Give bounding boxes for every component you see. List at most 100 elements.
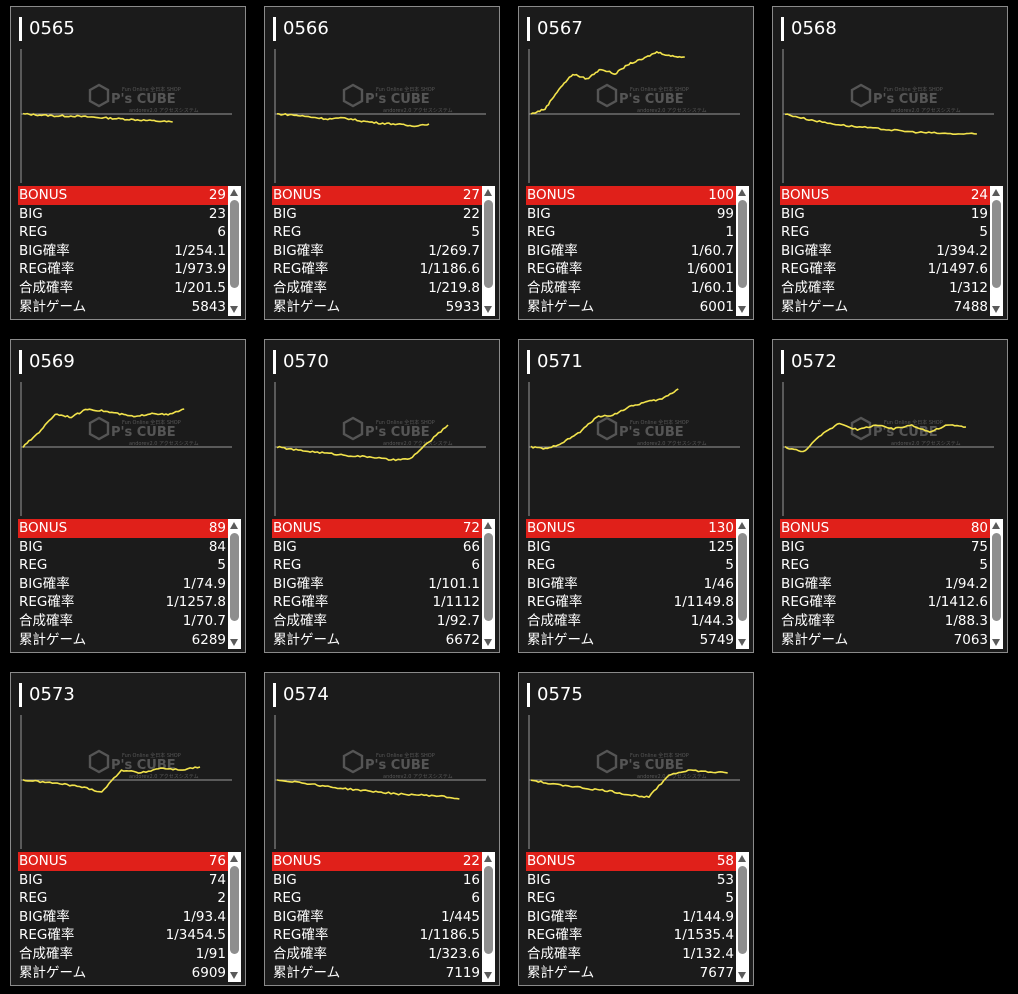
reg-rate-row: REG確率 1/1497.6: [780, 260, 990, 279]
scroll-down-arrow-icon[interactable]: [992, 639, 1000, 646]
watermark-top-text: Fun Online 全日本 SHOP: [376, 752, 435, 759]
scroll-up-arrow-icon[interactable]: [738, 189, 746, 196]
bonus-row: BONUS 22: [272, 852, 482, 871]
big-rate-value: 1/94.2: [944, 575, 988, 592]
scroll-down-arrow-icon[interactable]: [230, 972, 238, 979]
stats-scrollbar[interactable]: [990, 186, 1003, 316]
machine-card[interactable]: 0575 Fun Online 全日本 SHOP P's CUBE andorev2…: [518, 672, 754, 986]
stats-scrollbar[interactable]: [228, 852, 241, 982]
scroll-down-arrow-icon[interactable]: [484, 639, 492, 646]
combined-rate-label: 合成確率: [273, 945, 327, 962]
stats-scrollbar[interactable]: [228, 519, 241, 649]
machine-card[interactable]: 0567 Fun Online 全日本 SHOP P's CUBE andorev2…: [518, 6, 754, 320]
machine-number: 0575: [527, 683, 583, 707]
stats-scrollbar[interactable]: [482, 186, 495, 316]
total-games-value: 5843: [191, 298, 226, 315]
bonus-value: 100: [708, 187, 734, 203]
scroll-up-arrow-icon[interactable]: [992, 189, 1000, 196]
watermark-bottom-text: andorev2.0 アクセスシステム: [129, 441, 199, 447]
scroll-down-arrow-icon[interactable]: [484, 306, 492, 313]
combined-rate-value: 1/92.7: [436, 612, 480, 629]
watermark-bottom-text: andorev2.0 アクセスシステム: [129, 774, 199, 780]
scroll-up-arrow-icon[interactable]: [230, 189, 238, 196]
big-rate-row: BIG確率 1/445: [272, 908, 482, 927]
scroll-up-arrow-icon[interactable]: [738, 855, 746, 862]
scroll-down-arrow-icon[interactable]: [738, 639, 746, 646]
stats-scrollbar[interactable]: [736, 186, 749, 316]
reg-rate-label: REG確率: [19, 261, 75, 278]
bonus-row: BONUS 27: [272, 186, 482, 205]
scroll-down-arrow-icon[interactable]: [738, 306, 746, 313]
machine-card[interactable]: 0565 Fun Online 全日本 SHOP P's CUBE andorev2…: [10, 6, 246, 320]
bonus-value: 58: [716, 853, 734, 869]
machine-card[interactable]: 0568 Fun Online 全日本 SHOP P's CUBE andorev2…: [772, 6, 1008, 320]
scroll-thumb[interactable]: [230, 866, 239, 954]
big-rate-row: BIG確率 1/60.7: [526, 242, 736, 261]
scroll-up-arrow-icon[interactable]: [738, 522, 746, 529]
reg-rate-label: REG確率: [527, 261, 583, 278]
scroll-up-arrow-icon[interactable]: [484, 855, 492, 862]
scroll-up-arrow-icon[interactable]: [992, 522, 1000, 529]
bonus-label: BONUS: [527, 187, 576, 203]
scroll-down-arrow-icon[interactable]: [230, 639, 238, 646]
stats-scrollbar[interactable]: [482, 852, 495, 982]
big-value: 22: [462, 205, 480, 222]
scroll-up-arrow-icon[interactable]: [484, 522, 492, 529]
reg-value: 5: [217, 557, 226, 574]
scroll-thumb[interactable]: [230, 533, 239, 621]
scroll-thumb[interactable]: [738, 200, 747, 288]
bonus-value: 89: [208, 520, 226, 536]
machine-card[interactable]: 0572 Fun Online 全日本 SHOP P's CUBE andorev2…: [772, 339, 1008, 653]
scroll-thumb[interactable]: [992, 533, 1001, 621]
machine-card[interactable]: 0571 Fun Online 全日本 SHOP P's CUBE andorev2…: [518, 339, 754, 653]
watermark-top-text: Fun Online 全日本 SHOP: [376, 419, 435, 426]
scroll-up-arrow-icon[interactable]: [484, 189, 492, 196]
total-games-value: 6289: [191, 631, 226, 648]
big-rate-row: BIG確率 1/394.2: [780, 242, 990, 261]
scroll-thumb[interactable]: [992, 200, 1001, 288]
combined-rate-value: 1/201.5: [174, 279, 226, 296]
scroll-up-arrow-icon[interactable]: [230, 855, 238, 862]
machine-card[interactable]: 0573 Fun Online 全日本 SHOP P's CUBE andorev2…: [10, 672, 246, 986]
bonus-value: 27: [462, 187, 480, 203]
machine-card[interactable]: 0569 Fun Online 全日本 SHOP P's CUBE andorev2…: [10, 339, 246, 653]
reg-row: REG 5: [272, 223, 482, 242]
scroll-down-arrow-icon[interactable]: [484, 972, 492, 979]
scroll-thumb[interactable]: [738, 866, 747, 954]
watermark-top-text: Fun Online 全日本 SHOP: [630, 419, 689, 426]
stats-scrollbar[interactable]: [736, 519, 749, 649]
scroll-thumb[interactable]: [484, 533, 493, 621]
slump-line: [530, 51, 685, 115]
total-games-row: 累計ゲーム 6909: [18, 964, 228, 983]
scroll-thumb[interactable]: [230, 200, 239, 288]
big-rate-label: BIG確率: [527, 575, 578, 592]
scroll-thumb[interactable]: [484, 866, 493, 954]
big-label: BIG: [19, 538, 43, 555]
scroll-down-arrow-icon[interactable]: [230, 306, 238, 313]
scroll-up-arrow-icon[interactable]: [230, 522, 238, 529]
machine-card[interactable]: 0574 Fun Online 全日本 SHOP P's CUBE andorev2…: [264, 672, 500, 986]
machine-card[interactable]: 0570 Fun Online 全日本 SHOP P's CUBE andorev2…: [264, 339, 500, 653]
reg-rate-value: 1/1186.6: [419, 261, 480, 278]
stats-scrollbar[interactable]: [990, 519, 1003, 649]
stats-scrollbar[interactable]: [736, 852, 749, 982]
total-games-value: 5749: [699, 631, 734, 648]
stats-scrollbar[interactable]: [228, 186, 241, 316]
bonus-row: BONUS 58: [526, 852, 736, 871]
machine-card[interactable]: 0566 Fun Online 全日本 SHOP P's CUBE andorev2…: [264, 6, 500, 320]
scroll-down-arrow-icon[interactable]: [992, 306, 1000, 313]
scroll-thumb[interactable]: [738, 533, 747, 621]
reg-value: 5: [979, 224, 988, 241]
big-row: BIG 16: [272, 871, 482, 890]
bonus-row: BONUS 80: [780, 519, 990, 538]
reg-value: 5: [725, 890, 734, 907]
scroll-thumb[interactable]: [484, 200, 493, 288]
stats-scrollbar[interactable]: [482, 519, 495, 649]
cube-logo-icon: [596, 416, 618, 441]
machine-number: 0574: [273, 683, 329, 707]
scroll-down-arrow-icon[interactable]: [738, 972, 746, 979]
